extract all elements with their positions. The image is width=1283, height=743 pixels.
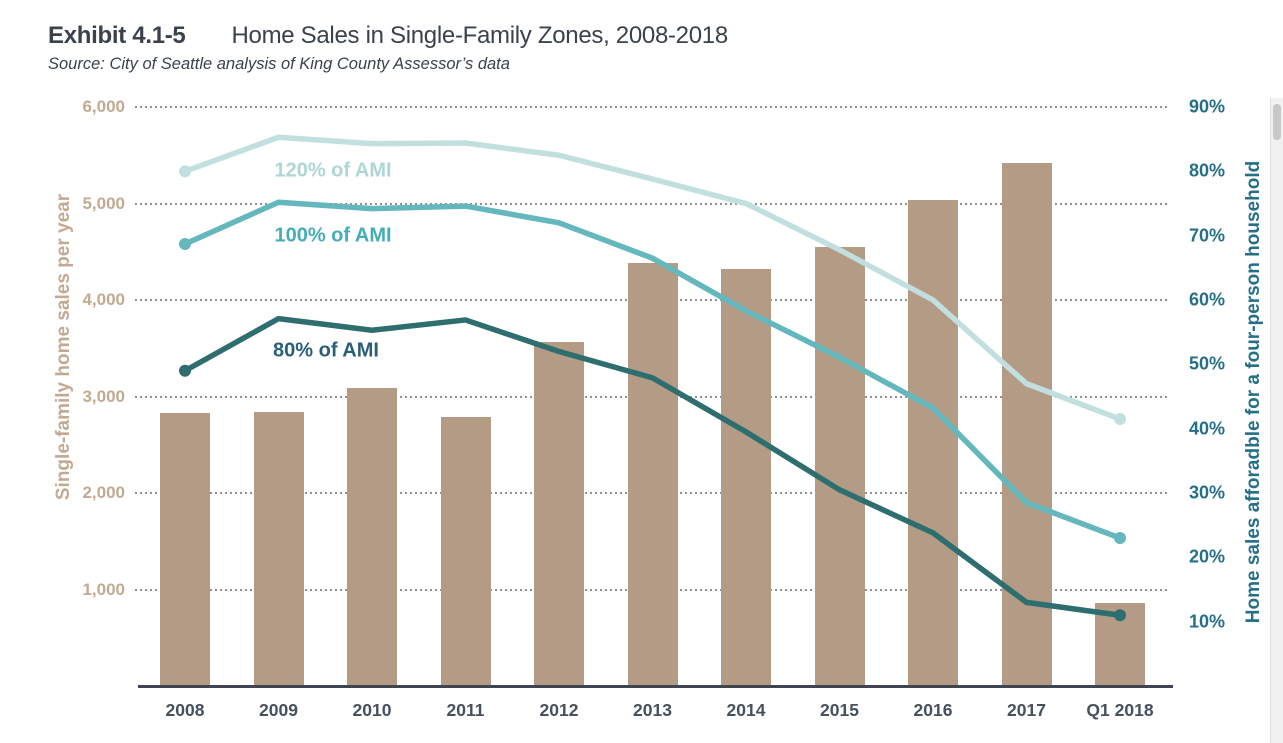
left-tick-5000: 5,000 xyxy=(82,193,125,213)
bar-2016 xyxy=(908,199,958,686)
right-tick-40pct: 40% xyxy=(1189,418,1226,439)
bar-2014 xyxy=(721,269,771,686)
bar-2008 xyxy=(160,412,210,686)
line-endpoint-100-of-ami-first xyxy=(179,238,191,251)
bar-2012 xyxy=(534,342,584,686)
line-label-100-of-ami: 100% of AMI xyxy=(274,224,392,247)
right-tick-90pct: 90% xyxy=(1189,96,1226,117)
right-tick-50pct: 50% xyxy=(1189,353,1226,374)
chart-title: Home Sales in Single-Family Zones, 2008-… xyxy=(231,22,728,49)
x-label-2008: 2008 xyxy=(165,700,205,720)
left-tick-2000: 2,000 xyxy=(82,483,125,502)
chart-source: Source: City of Seattle analysis of King… xyxy=(48,55,510,73)
bar-2013 xyxy=(627,263,678,686)
line-label-120-of-ami: 120% of AMI xyxy=(274,159,392,182)
x-label-q1-2018: Q1 2018 xyxy=(1086,700,1154,720)
exhibit-label: Exhibit 4.1-5 xyxy=(48,22,186,49)
right-tick-30pct: 30% xyxy=(1189,482,1226,503)
x-axis-line xyxy=(138,685,1173,688)
line-endpoint-80-of-ami-first xyxy=(179,364,191,377)
gridline-6000 xyxy=(135,106,1168,108)
x-label-2013: 2013 xyxy=(633,700,672,720)
x-label-2012: 2012 xyxy=(539,700,579,720)
x-label-2010: 2010 xyxy=(352,700,392,720)
line-endpoint-120-of-ami-first xyxy=(179,165,191,178)
left-tick-3000: 3,000 xyxy=(82,386,125,406)
x-label-2017: 2017 xyxy=(1007,700,1046,720)
scrollbar-track[interactable] xyxy=(1270,98,1283,743)
right-tick-80pct: 80% xyxy=(1189,160,1226,181)
line-endpoint-120-of-ami-last xyxy=(1114,413,1126,426)
x-label-2014: 2014 xyxy=(726,700,766,720)
line-label-80-of-ami: 80% of AMI xyxy=(273,339,379,362)
left-axis-title: Single-family home sales per year xyxy=(53,193,74,501)
bar-2017 xyxy=(1001,162,1052,686)
x-label-2016: 2016 xyxy=(913,700,953,720)
x-label-2015: 2015 xyxy=(820,700,859,720)
line-endpoint-100-of-ami-last xyxy=(1114,532,1126,545)
scrollbar-thumb[interactable] xyxy=(1273,104,1281,140)
bar-2009 xyxy=(253,411,304,686)
chart-header: Exhibit 4.1-5 Home Sales in Single-Famil… xyxy=(48,22,728,50)
bar-2015 xyxy=(814,246,865,686)
right-tick-10pct: 10% xyxy=(1189,611,1226,632)
bar-q1-2018 xyxy=(1095,603,1145,686)
x-label-2009: 2009 xyxy=(259,700,298,720)
bar-2011 xyxy=(440,416,491,686)
x-label-2011: 2011 xyxy=(446,700,485,720)
left-tick-4000: 4,000 xyxy=(82,290,125,309)
left-tick-1000: 1,000 xyxy=(82,579,125,599)
right-tick-20pct: 20% xyxy=(1189,546,1226,567)
right-tick-60pct: 60% xyxy=(1189,289,1226,310)
left-tick-6000: 6,000 xyxy=(82,97,125,116)
right-tick-70pct: 70% xyxy=(1189,225,1226,246)
bar-2010 xyxy=(347,387,397,686)
